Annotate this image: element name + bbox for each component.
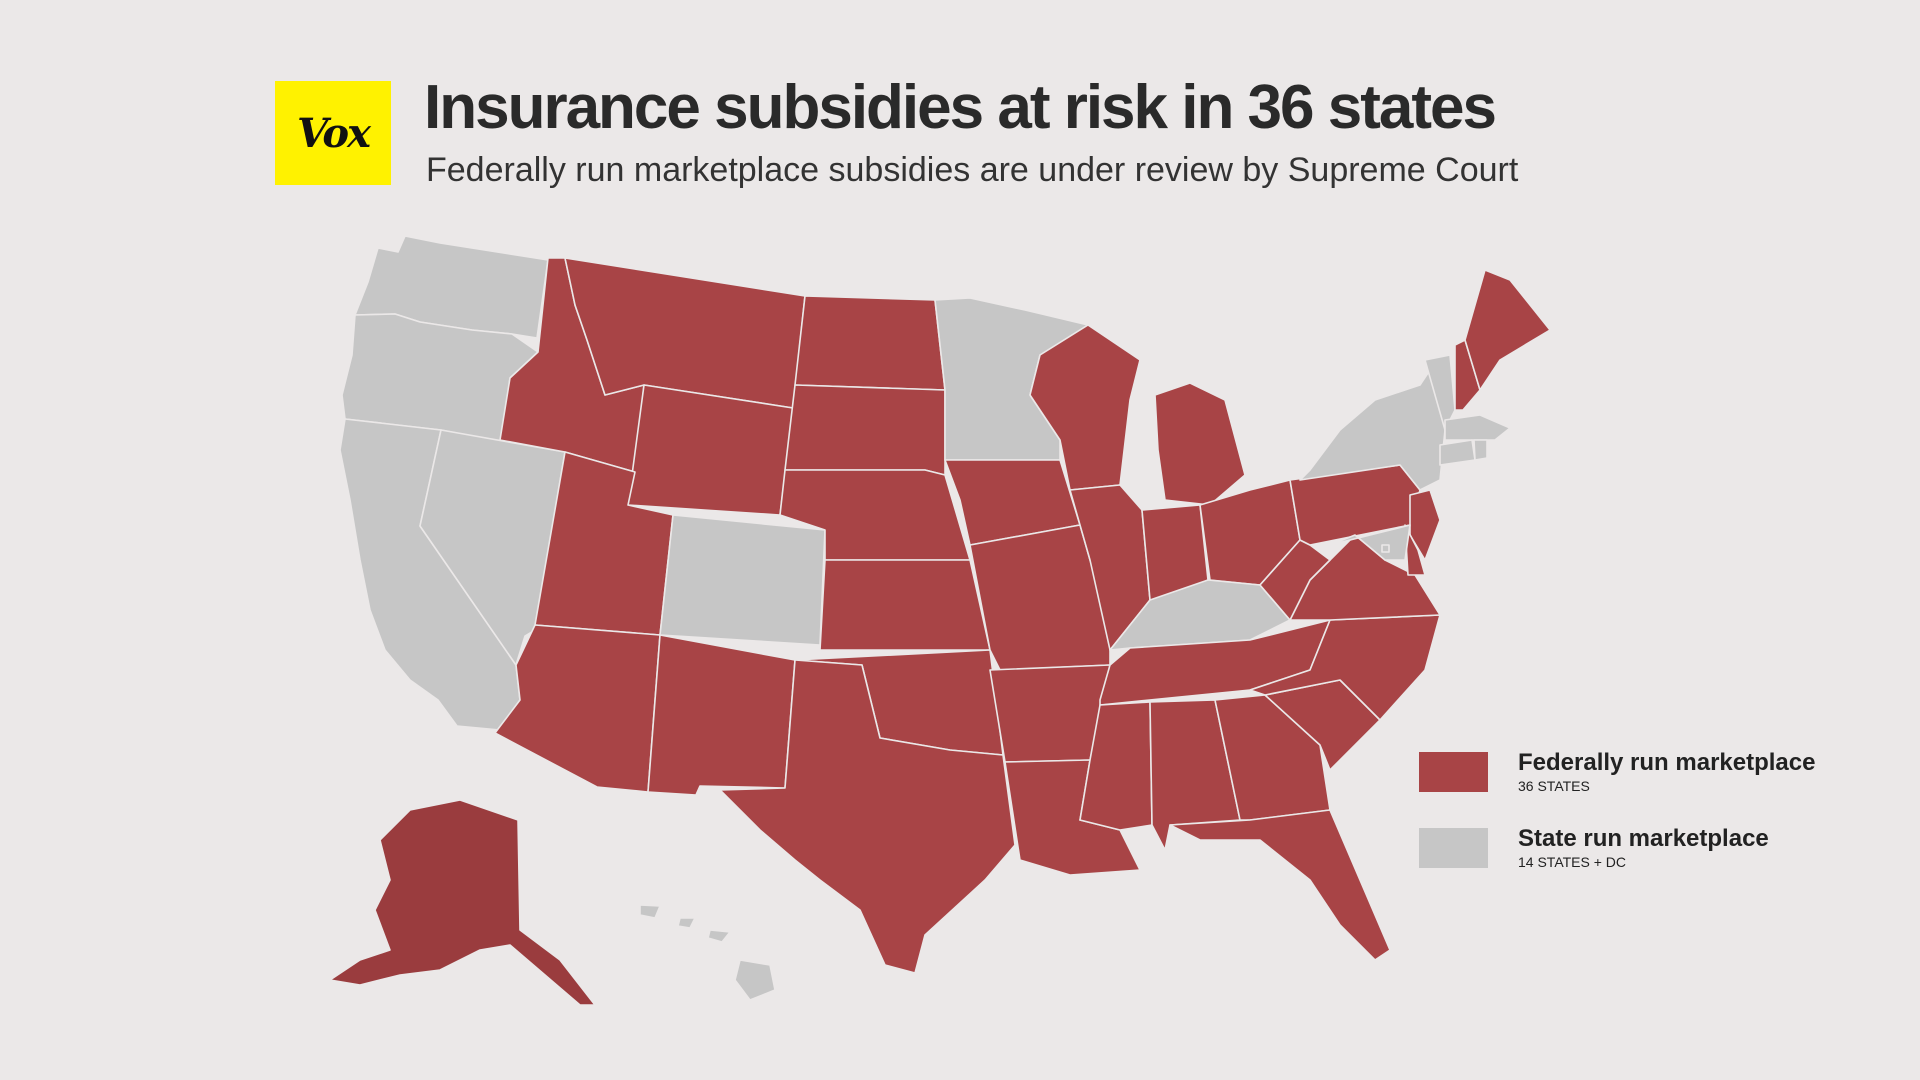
legend-count-state: 14 STATES + DC [1518, 854, 1627, 870]
page-title: Insurance subsidies at risk in 36 states [424, 73, 1497, 142]
state-de [1404, 524, 1426, 576]
state-ny [1299, 354, 1446, 491]
legend-swatch-state [1419, 828, 1488, 868]
state-dc [1381, 544, 1390, 553]
state-nh [1454, 339, 1481, 411]
state-ks [819, 559, 991, 651]
state-hi [639, 904, 776, 1001]
legend-label-federal: Federally run marketplace [1518, 749, 1816, 776]
page-subtitle: Federally run marketplace subsidies are … [426, 151, 1519, 189]
state-me [1464, 269, 1551, 391]
vox-logo-text: Vox [297, 109, 371, 157]
state-ct [1439, 439, 1476, 466]
state-sd [784, 384, 946, 476]
state-mi [1154, 382, 1246, 506]
state-nc [1249, 614, 1441, 721]
state-wy [627, 384, 794, 516]
state-ri [1473, 439, 1488, 461]
state-ak [329, 799, 596, 1006]
state-nm [647, 634, 796, 796]
legend-swatch-federal [1419, 752, 1488, 792]
state-nd [794, 295, 946, 391]
legend-count-federal: 36 STATES [1518, 778, 1590, 794]
vox-logo: Vox [275, 81, 391, 185]
legend-label-state: State run marketplace [1518, 825, 1769, 852]
state-md [1329, 524, 1411, 561]
state-fl [1169, 809, 1391, 961]
state-co [659, 514, 826, 646]
state-ma [1444, 414, 1511, 441]
state-tx [719, 659, 1016, 974]
